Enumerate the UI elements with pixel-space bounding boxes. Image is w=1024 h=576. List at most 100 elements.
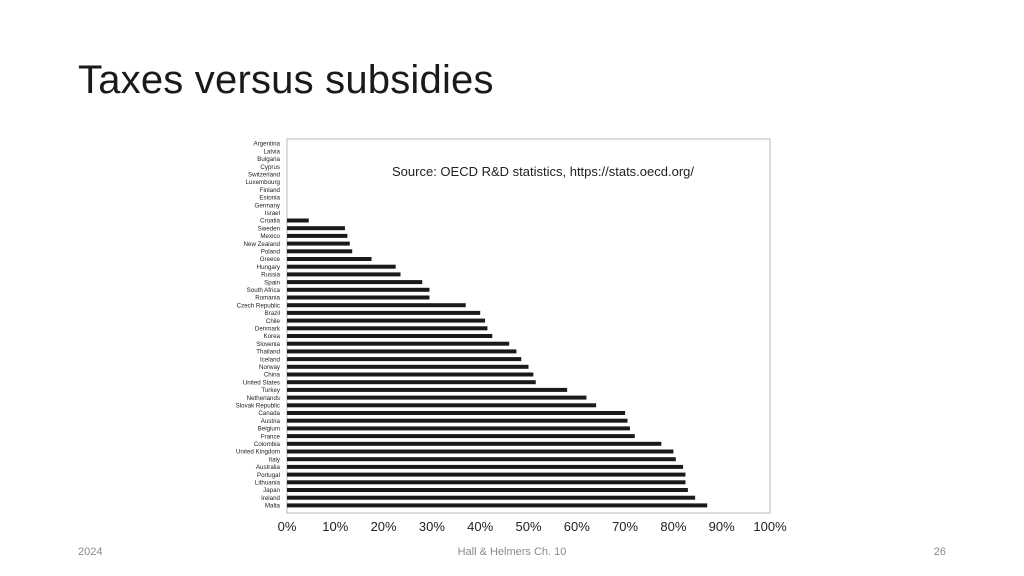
x-tick-label: 50% — [515, 519, 541, 534]
bar — [287, 264, 396, 269]
bar — [287, 272, 401, 277]
bar — [287, 495, 696, 500]
category-label: Brazil — [265, 310, 280, 317]
category-label: Lithuania — [255, 480, 281, 487]
bar — [287, 387, 568, 392]
bar — [287, 326, 488, 331]
bar — [287, 426, 630, 431]
category-label: Portugal — [257, 472, 280, 479]
category-label: Russia — [261, 272, 280, 279]
bar — [287, 310, 481, 315]
category-label: Slovak Republic — [236, 403, 280, 410]
bar — [287, 280, 423, 285]
bar — [287, 249, 353, 254]
bar — [287, 218, 309, 223]
bar — [287, 233, 348, 238]
x-tick-label: 0% — [278, 519, 297, 534]
x-tick-label: 40% — [467, 519, 493, 534]
bar — [287, 480, 686, 485]
bar — [287, 357, 522, 362]
category-label: Bulgaria — [257, 156, 280, 163]
category-label: Romania — [255, 295, 280, 302]
slide-title: Taxes versus subsidies — [78, 58, 494, 102]
x-tick-label: 100% — [753, 519, 787, 534]
category-label: Cyprus — [260, 164, 280, 171]
category-label: Germany — [255, 202, 281, 209]
bar — [287, 457, 676, 462]
category-label: Norway — [259, 364, 281, 371]
category-label: Ireland — [261, 495, 280, 502]
category-label: Slovenia — [256, 341, 280, 348]
bar — [287, 241, 350, 246]
category-label: United Kingdom — [236, 449, 280, 456]
category-label: Austria — [261, 418, 281, 425]
category-label: Luxembourg — [246, 179, 281, 186]
bar — [287, 372, 534, 377]
category-label: Sweden — [258, 225, 281, 232]
category-label: Spain — [264, 279, 280, 286]
category-label: Croatia — [260, 218, 281, 225]
bar — [287, 334, 493, 338]
category-label: Canada — [258, 410, 280, 417]
x-tick-label: 60% — [564, 519, 590, 534]
bar — [287, 418, 628, 423]
bar — [287, 449, 674, 454]
category-label: France — [261, 433, 281, 440]
category-label: Malta — [265, 503, 281, 510]
footer-date: 2024 — [78, 546, 103, 558]
category-label: Japan — [263, 487, 280, 494]
category-label: Greece — [260, 256, 281, 263]
x-tick-label: 80% — [660, 519, 686, 534]
bar — [287, 295, 430, 300]
bar — [287, 464, 684, 469]
category-label: Latvia — [263, 148, 280, 155]
bar — [287, 380, 536, 385]
footer-page-number: 26 — [933, 546, 946, 558]
category-label: Mexico — [260, 233, 280, 240]
x-tick-label: 90% — [709, 519, 735, 534]
category-label: Australia — [256, 464, 281, 471]
x-tick-label: 20% — [371, 519, 397, 534]
category-label: Netherlands — [247, 395, 280, 402]
category-label: Estonia — [259, 195, 280, 202]
bar — [287, 395, 587, 400]
footer-source: Hall & Helmers Ch. 10 — [457, 546, 567, 558]
bar — [287, 349, 517, 354]
bar — [287, 341, 510, 346]
bar — [287, 318, 486, 323]
category-label: Argentina — [254, 141, 281, 148]
category-label: Hungary — [257, 264, 281, 271]
category-label: Switzerland — [248, 172, 281, 179]
chart-annotation: Source: OECD R&D statistics, https://sta… — [392, 164, 694, 179]
category-label: Turkey — [261, 387, 281, 394]
bar — [287, 472, 686, 477]
category-label: Italy — [269, 456, 281, 463]
category-label: Belgium — [258, 426, 280, 433]
bar — [287, 257, 372, 261]
plot-frame — [286, 138, 771, 514]
bar — [287, 287, 430, 292]
category-label: Finland — [260, 187, 281, 194]
category-label: Czech Republic — [237, 302, 280, 309]
bar — [287, 303, 466, 308]
bar — [287, 364, 529, 369]
bar — [287, 441, 662, 446]
category-label: Denmark — [255, 326, 281, 333]
x-tick-label: 70% — [612, 519, 638, 534]
category-label: Colombia — [254, 441, 281, 448]
bar — [287, 503, 708, 508]
category-label: Israel — [265, 210, 280, 217]
category-label: Korea — [263, 333, 280, 340]
bar — [287, 226, 345, 231]
category-label: Poland — [261, 249, 281, 256]
category-label: New Zealand — [244, 241, 281, 248]
category-label: Thailand — [256, 349, 280, 356]
bar — [287, 434, 635, 439]
category-label: Iceland — [260, 356, 281, 363]
category-label: China — [264, 372, 281, 379]
category-label: United States — [243, 379, 280, 386]
bar — [287, 411, 626, 415]
x-tick-label: 30% — [419, 519, 445, 534]
x-tick-label: 10% — [322, 519, 348, 534]
